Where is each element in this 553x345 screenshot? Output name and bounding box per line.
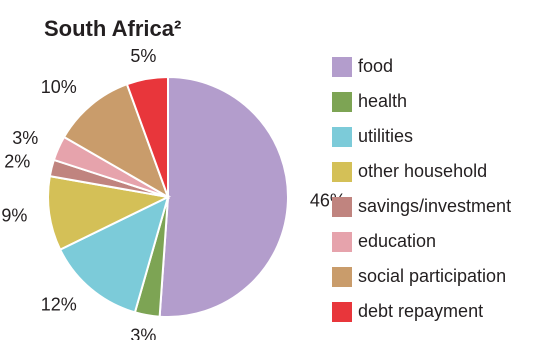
pie-slice <box>62 82 170 200</box>
legend-label: health <box>358 91 407 111</box>
legend-swatch <box>332 267 352 287</box>
data-label: 5% <box>130 46 156 66</box>
legend-swatch <box>332 57 352 77</box>
legend-label: social participation <box>358 266 506 286</box>
data-label: 2% <box>4 151 30 171</box>
pie-slice <box>58 195 170 314</box>
legend-label: debt repayment <box>358 301 483 321</box>
legend-swatch <box>332 302 352 322</box>
data-label: 9% <box>1 206 27 226</box>
data-label: 10% <box>41 77 77 97</box>
legend-swatch <box>332 232 352 252</box>
data-label: 3% <box>12 128 38 148</box>
legend-swatch <box>332 92 352 112</box>
legend-swatch <box>332 127 352 147</box>
data-label: 12% <box>41 295 77 315</box>
pie-slice <box>47 175 172 251</box>
legend-label: education <box>358 231 436 251</box>
data-label: 3% <box>130 326 156 340</box>
chart-title: South Africa² <box>44 16 181 41</box>
legend-swatch <box>332 162 352 182</box>
pie-slice <box>158 75 289 318</box>
legend-label: food <box>358 56 393 76</box>
legend-swatch <box>332 197 352 217</box>
legend-label: other household <box>358 161 487 181</box>
legend-label: utilities <box>358 126 413 146</box>
legend-label: savings/investment <box>358 196 511 216</box>
pie-slice <box>125 75 169 198</box>
